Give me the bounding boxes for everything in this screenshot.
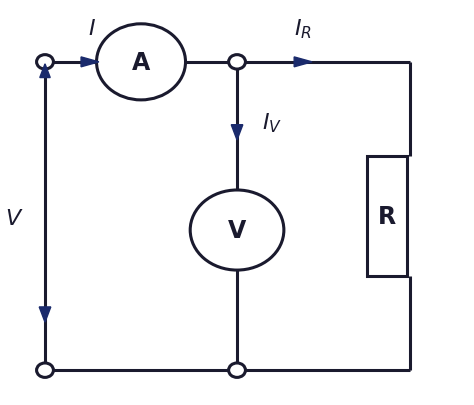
Text: $I_R$: $I_R$ (294, 17, 311, 40)
Polygon shape (39, 307, 51, 322)
Bar (367, 157, 407, 276)
Text: $V$: $V$ (5, 209, 24, 228)
Polygon shape (40, 65, 50, 78)
Text: A: A (132, 51, 150, 75)
Text: $I$: $I$ (88, 19, 96, 39)
Polygon shape (231, 126, 243, 141)
Text: $I_V$: $I_V$ (262, 111, 282, 134)
Polygon shape (81, 58, 99, 68)
Text: R: R (378, 205, 396, 228)
Circle shape (97, 25, 185, 100)
Circle shape (36, 55, 54, 70)
Circle shape (190, 190, 284, 271)
Polygon shape (294, 58, 312, 68)
Circle shape (36, 363, 54, 377)
Circle shape (228, 55, 246, 70)
Text: V: V (228, 218, 246, 243)
Circle shape (228, 363, 246, 377)
